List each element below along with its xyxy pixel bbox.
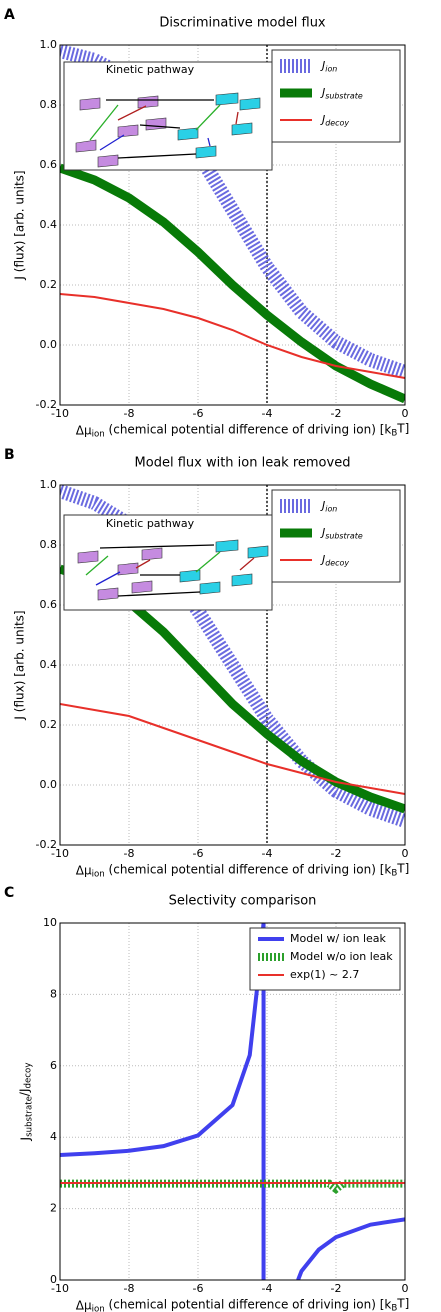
y-tick-label: -0.2 [36,838,57,851]
series-line [60,163,405,404]
y-tick-label: 1.0 [40,38,58,51]
y-tick-label: 0.8 [40,538,58,551]
y-tick-label: 0.8 [40,98,58,111]
series-line [60,293,405,379]
x-axis-label: Δμion​ (chemical potential difference of… [76,861,410,879]
y-tick-label: 4 [50,1130,57,1143]
y-tick-label: 6 [50,1059,57,1072]
x-tick-label: -10 [51,407,69,420]
plot-frame [59,44,406,406]
chart-title: Discriminative model flux [159,16,326,31]
y-tick-label: 0.0 [40,338,58,351]
y-tick-label: 10 [43,916,57,929]
series-line [60,485,405,828]
y-axis-label: J (flux) [arb. units] [13,610,27,720]
x-axis-label: Δμion​ (chemical potential difference of… [76,1296,410,1312]
x-tick-label: -2 [331,847,342,860]
y-tick-label: -0.2 [36,398,57,411]
y-tick-label: 0.2 [40,278,58,291]
x-tick-label: -6 [193,847,204,860]
y-tick-label: 1.0 [40,478,58,491]
inset-diagram: Kinetic pathway [63,61,273,171]
panel-letter: B [4,447,15,463]
x-tick-label: -10 [51,847,69,860]
chart-title: Model flux with ion leak removed [135,456,351,471]
x-axis-label: Δμion​ (chemical potential difference of… [76,421,410,439]
y-axis-label: J (flux) [arb. units] [13,170,27,280]
x-tick-label: 0 [402,847,409,860]
y-tick-label: 0.6 [40,598,58,611]
x-tick-label: -2 [331,407,342,420]
x-tick-label: -4 [262,407,273,420]
y-tick-label: 0.0 [40,778,58,791]
y-tick-label: 8 [50,987,57,1000]
x-tick-label: -4 [262,847,273,860]
y-tick-label: 0.2 [40,718,58,731]
series-line [60,1179,405,1195]
y-tick-label: 0.4 [40,658,58,671]
plot-frame [59,922,406,1281]
legend-label: Model w/ ion leak [290,932,387,945]
chart-title: Selectivity comparison [169,894,317,909]
x-tick-label: -6 [193,1282,204,1295]
inset-title: Kinetic pathway [106,63,195,76]
legend-a: Jion​Jsubstrate​Jdecoy​ [271,49,401,143]
plot-frame [59,484,406,846]
y-axis-label: Jsubstrate​/Jdecoy​ [17,1063,34,1142]
panel-letter: C [4,885,14,901]
x-tick-label: -10 [51,1282,69,1295]
legend-label: exp(1) ~ 2.7 [290,968,359,981]
legend-label: Model w/o ion leak [290,950,393,963]
panel-letter: A [4,7,15,23]
x-tick-label: 0 [402,1282,409,1295]
x-tick-label: -2 [331,1282,342,1295]
inset-title: Kinetic pathway [106,517,195,530]
y-tick-label: 2 [50,1202,57,1215]
series-line [60,703,405,795]
y-tick-label: 0 [50,1273,57,1286]
x-tick-label: 0 [402,407,409,420]
x-tick-label: -8 [124,407,135,420]
x-tick-label: -4 [262,1282,273,1295]
y-tick-label: 0.6 [40,158,58,171]
x-tick-label: -8 [124,847,135,860]
inset-diagram: Kinetic pathway [63,514,273,611]
panel-c: C Selectivity comparison 0 2 4 6 8 10 -10 -8 -6 -4 -… [4,885,409,1312]
legend-c: Model w/ ion leak Model w/o ion leak exp(1… [249,927,401,991]
legend-b: Jion​Jsubstrate​Jdecoy​ [271,489,401,583]
x-tick-label: -6 [193,407,204,420]
x-tick-label: -8 [124,1282,135,1295]
y-tick-label: 0.4 [40,218,58,231]
